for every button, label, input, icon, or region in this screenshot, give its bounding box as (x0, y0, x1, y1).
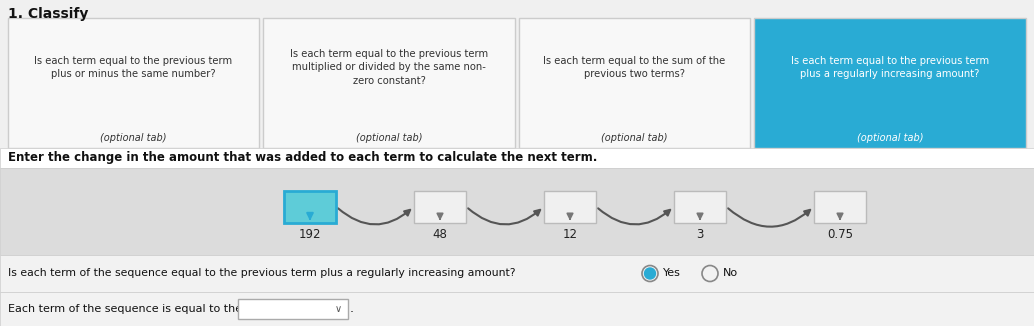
Text: 192: 192 (299, 229, 322, 242)
Text: Is each term equal to the previous term
plus a regularly increasing amount?: Is each term equal to the previous term … (791, 56, 990, 79)
Text: .: . (349, 303, 354, 316)
Circle shape (644, 268, 656, 279)
Text: ∨: ∨ (335, 304, 342, 314)
Text: Is each term equal to the previous term
plus or minus the same number?: Is each term equal to the previous term … (34, 56, 233, 79)
Text: Enter the change in the amount that was added to each term to calculate the next: Enter the change in the amount that was … (8, 152, 598, 165)
Text: Yes: Yes (663, 269, 680, 278)
Text: (optional tab): (optional tab) (100, 133, 166, 143)
FancyBboxPatch shape (754, 18, 1026, 148)
FancyBboxPatch shape (0, 292, 1034, 326)
Text: Is each term of the sequence equal to the previous term plus a regularly increas: Is each term of the sequence equal to th… (8, 269, 516, 278)
Text: (optional tab): (optional tab) (601, 133, 668, 143)
FancyBboxPatch shape (0, 148, 1034, 168)
FancyBboxPatch shape (674, 190, 726, 223)
FancyBboxPatch shape (414, 190, 466, 223)
Text: 48: 48 (432, 229, 448, 242)
Text: (optional tab): (optional tab) (356, 133, 422, 143)
FancyBboxPatch shape (519, 18, 750, 148)
Text: 12: 12 (562, 229, 578, 242)
Circle shape (704, 268, 716, 279)
Text: No: No (723, 269, 738, 278)
FancyBboxPatch shape (263, 18, 515, 148)
Text: (optional tab): (optional tab) (857, 133, 923, 143)
Text: Is each term equal to the previous term
multiplied or divided by the same non-
z: Is each term equal to the previous term … (290, 49, 488, 86)
Text: 1. Classify: 1. Classify (8, 7, 88, 21)
FancyBboxPatch shape (0, 255, 1034, 292)
FancyBboxPatch shape (544, 190, 596, 223)
FancyBboxPatch shape (0, 168, 1034, 255)
FancyBboxPatch shape (284, 190, 336, 223)
FancyBboxPatch shape (238, 299, 348, 319)
Text: 3: 3 (696, 229, 704, 242)
FancyBboxPatch shape (814, 190, 866, 223)
Text: Is each term equal to the sum of the
previous two terms?: Is each term equal to the sum of the pre… (544, 56, 726, 79)
Text: Each term of the sequence is equal to the: Each term of the sequence is equal to th… (8, 304, 242, 314)
Text: 0.75: 0.75 (827, 229, 853, 242)
FancyBboxPatch shape (8, 18, 258, 148)
